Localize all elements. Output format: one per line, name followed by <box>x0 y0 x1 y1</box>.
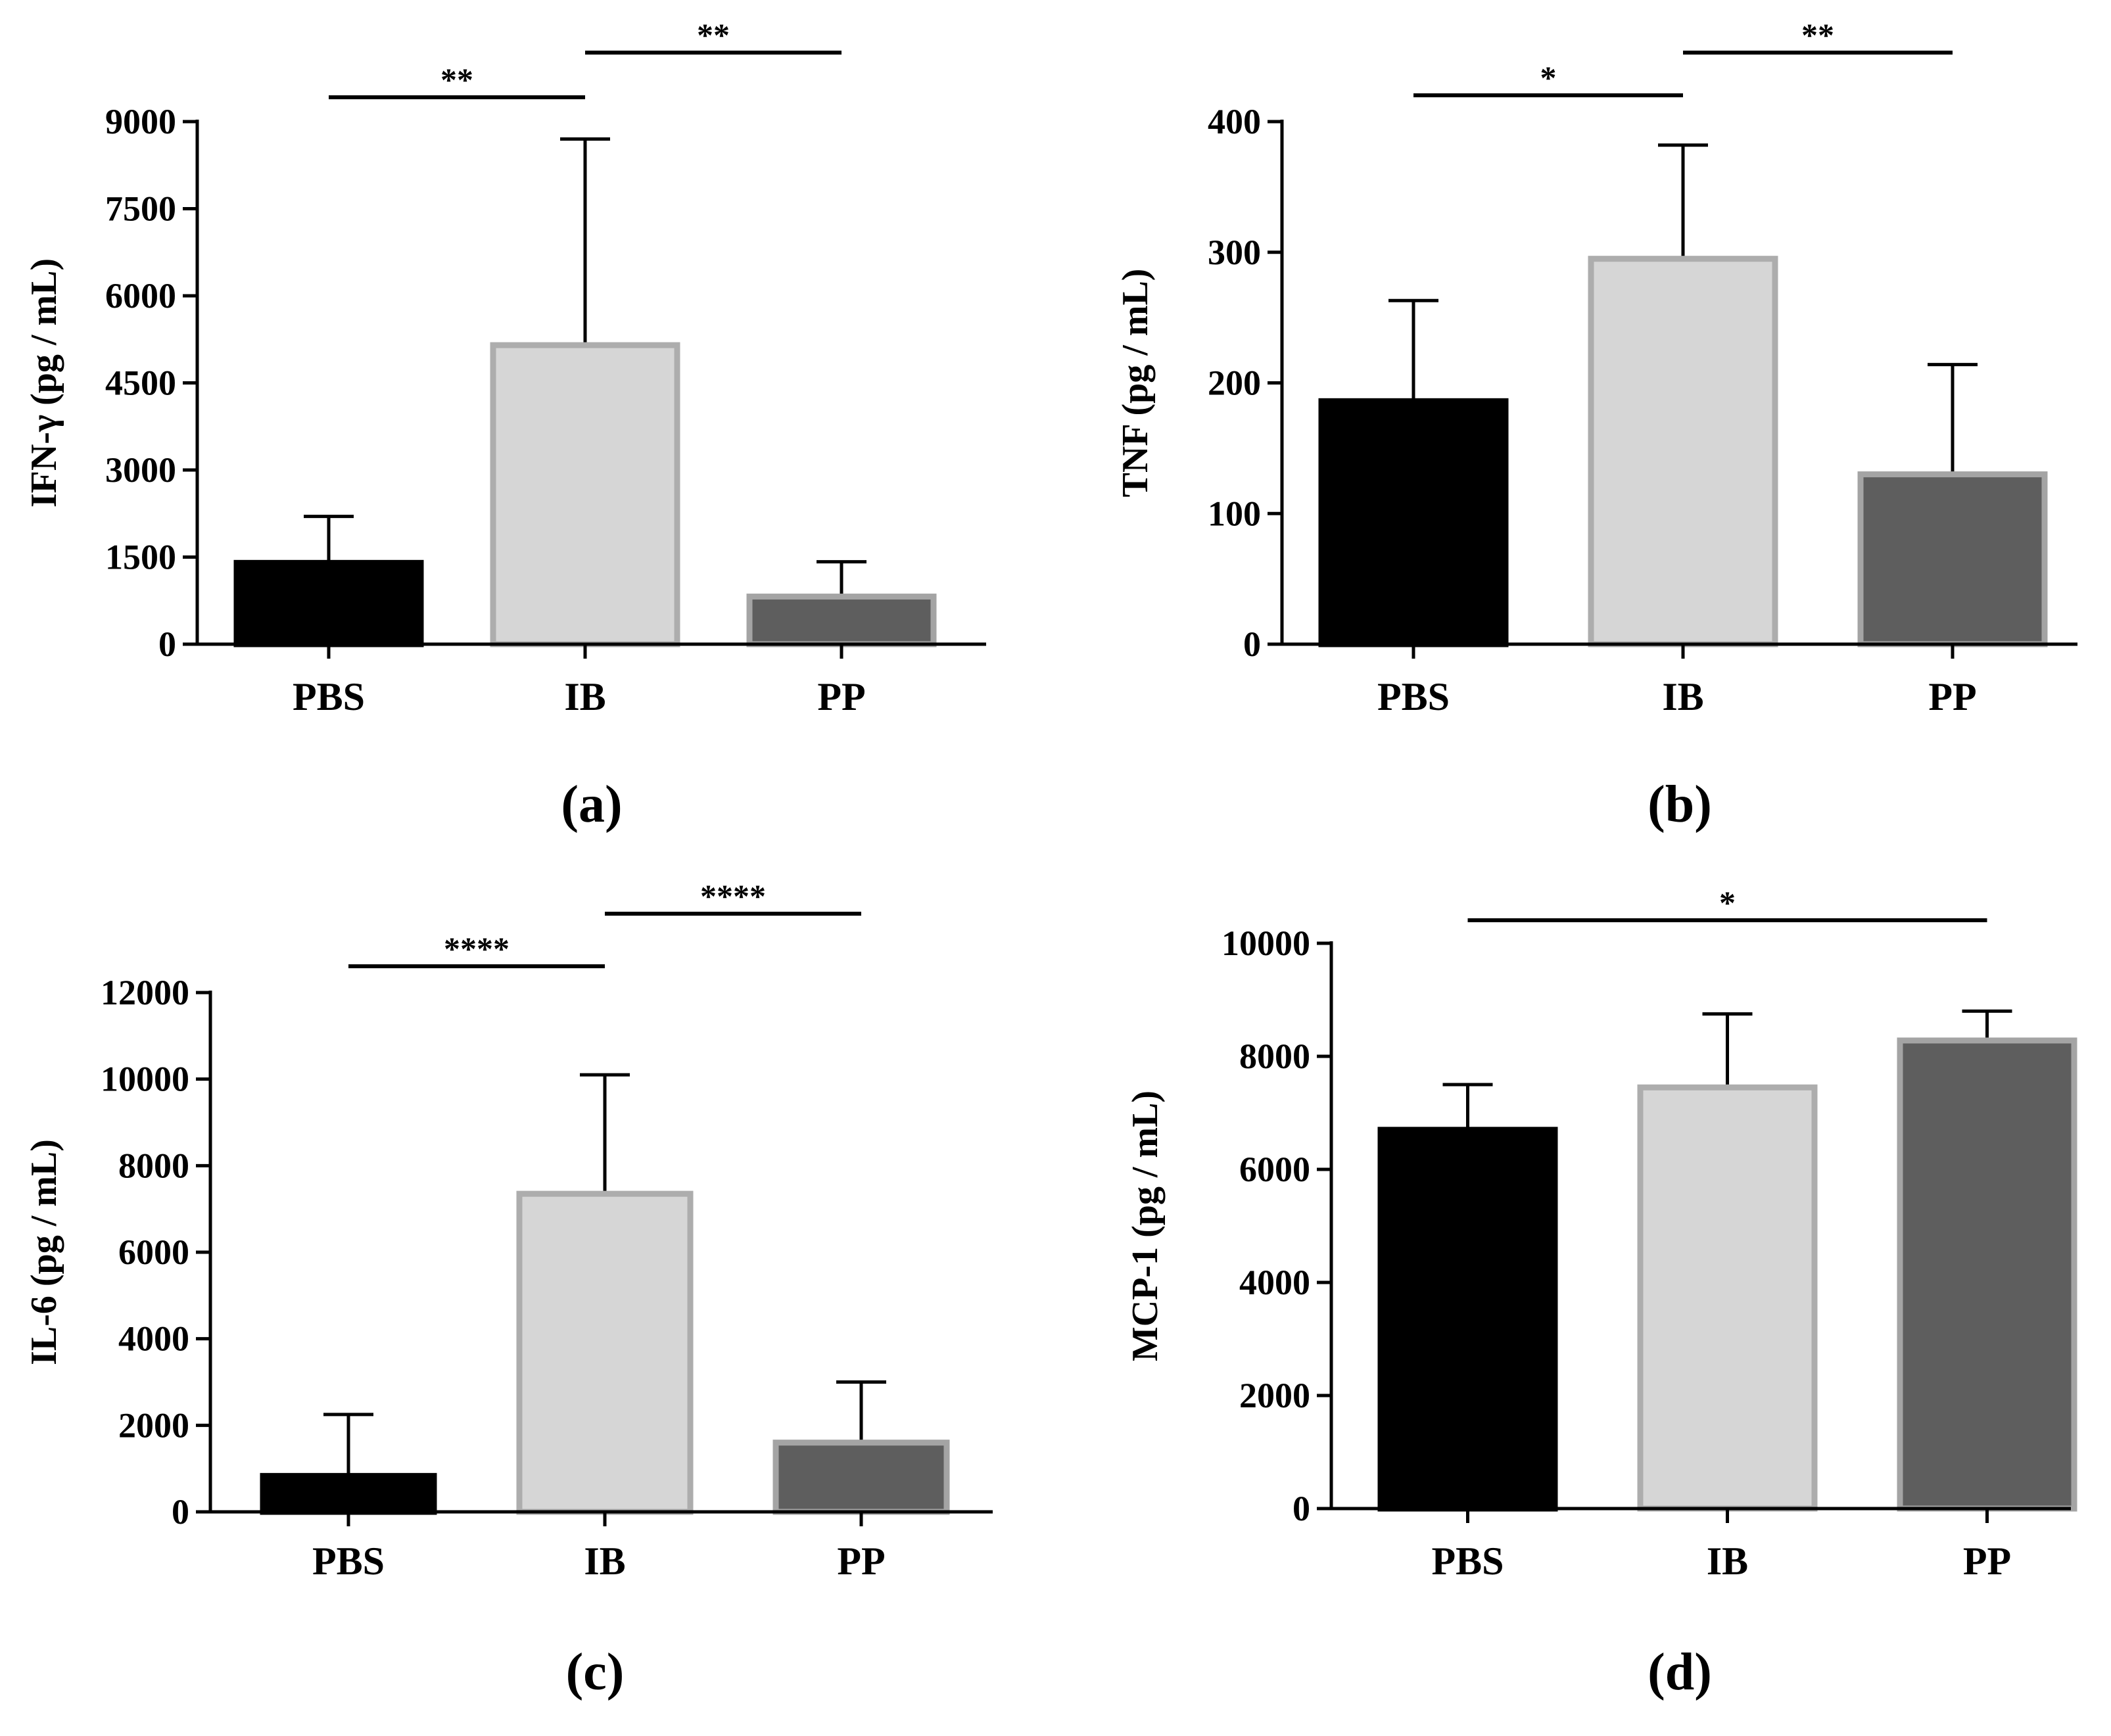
significance-label: ** <box>440 61 473 98</box>
chart-panel-a: 0 1500 3000 4500 6000 7500 9000 PBS IB PP IFN-γ (p… <box>24 16 986 833</box>
significance-label: ** <box>697 16 730 53</box>
y-tick-label: 9000 <box>105 102 176 141</box>
y-axis-title: TNF (pg / mL) <box>1115 269 1156 498</box>
panel-label: (c) <box>566 1643 625 1701</box>
bar-ib <box>516 1190 694 1515</box>
y-tick-label: 10000 <box>1222 924 1310 963</box>
x-tick-label-pp: PP <box>1963 1539 2011 1583</box>
y-tick-label: 2000 <box>1239 1376 1310 1415</box>
y-tick-label: 400 <box>1208 102 1261 141</box>
y-tick-label: 200 <box>1208 364 1261 403</box>
x-tick-label-ib: IB <box>564 675 605 718</box>
y-tick-label: 0 <box>158 624 176 664</box>
x-tick-label-pp: PP <box>1928 675 1976 718</box>
panel-label: (a) <box>561 776 622 833</box>
chart-panel-d: 0 2000 4000 6000 8000 10000 PBS IB PP MCP-1 (pg /… <box>1125 884 2077 1701</box>
x-tick-label-pbs: PBS <box>293 675 365 718</box>
bar-pbs <box>260 1472 437 1515</box>
bar-pbs <box>1318 398 1509 647</box>
y-tick-label: 6000 <box>1239 1150 1310 1189</box>
bar-pbs <box>1377 1127 1558 1512</box>
x-tick-label-pbs: PBS <box>312 1539 385 1583</box>
bar-ib <box>1637 1084 1818 1512</box>
bar-pp <box>746 594 937 647</box>
x-tick-label-pbs: PBS <box>1431 1539 1504 1583</box>
y-tick-label: 2000 <box>118 1405 189 1445</box>
y-tick-label: 4000 <box>118 1319 189 1359</box>
bar-pp <box>772 1440 950 1515</box>
y-tick-label: 6000 <box>105 276 176 316</box>
y-axis-title: IL-6 (pg / mL) <box>24 1139 64 1365</box>
y-tick-label: 3000 <box>105 450 176 490</box>
y-tick-label: 6000 <box>118 1232 189 1272</box>
bar-pp <box>1897 1037 2077 1512</box>
chart-panel-c: 0 2000 4000 6000 8000 10000 12000 PBS IB PP IL-6 (… <box>24 878 993 1701</box>
bar-pp <box>1857 471 2048 647</box>
y-tick-label: 7500 <box>105 189 176 229</box>
x-tick-label-ib: IB <box>1707 1539 1748 1583</box>
y-tick-label: 4000 <box>1239 1263 1310 1302</box>
y-tick-label: 0 <box>1293 1489 1310 1528</box>
y-tick-label: 12000 <box>101 973 189 1012</box>
significance-label: * <box>1719 884 1736 921</box>
y-tick-label: 0 <box>172 1492 189 1532</box>
y-tick-label: 100 <box>1208 494 1261 533</box>
panel-label: (d) <box>1648 1643 1712 1701</box>
x-tick-label-ib: IB <box>1662 675 1703 718</box>
bar-ib <box>1588 256 1778 647</box>
x-tick-label-pbs: PBS <box>1377 675 1450 718</box>
y-tick-label: 1500 <box>105 538 176 577</box>
significance-label: * <box>1540 59 1557 96</box>
significance-label: **** <box>700 878 766 914</box>
x-tick-label-pp: PP <box>837 1539 885 1583</box>
x-tick-label-ib: IB <box>584 1539 625 1583</box>
significance-label: **** <box>444 930 510 967</box>
x-tick-label-pp: PP <box>817 675 865 718</box>
bar-ib <box>490 342 680 647</box>
y-tick-label: 0 <box>1243 624 1261 664</box>
y-tick-label: 8000 <box>1239 1037 1310 1076</box>
y-axis-title: IFN-γ (pg / mL) <box>24 258 64 507</box>
y-tick-label: 300 <box>1208 233 1261 272</box>
y-tick-label: 10000 <box>101 1060 189 1099</box>
bar-pbs <box>233 559 424 647</box>
y-tick-label: 4500 <box>105 364 176 403</box>
y-axis-title: MCP-1 (pg / mL) <box>1125 1091 1166 1361</box>
significance-label: ** <box>1801 16 1834 53</box>
y-tick-label: 8000 <box>118 1146 189 1185</box>
panel-label: (b) <box>1648 776 1712 833</box>
